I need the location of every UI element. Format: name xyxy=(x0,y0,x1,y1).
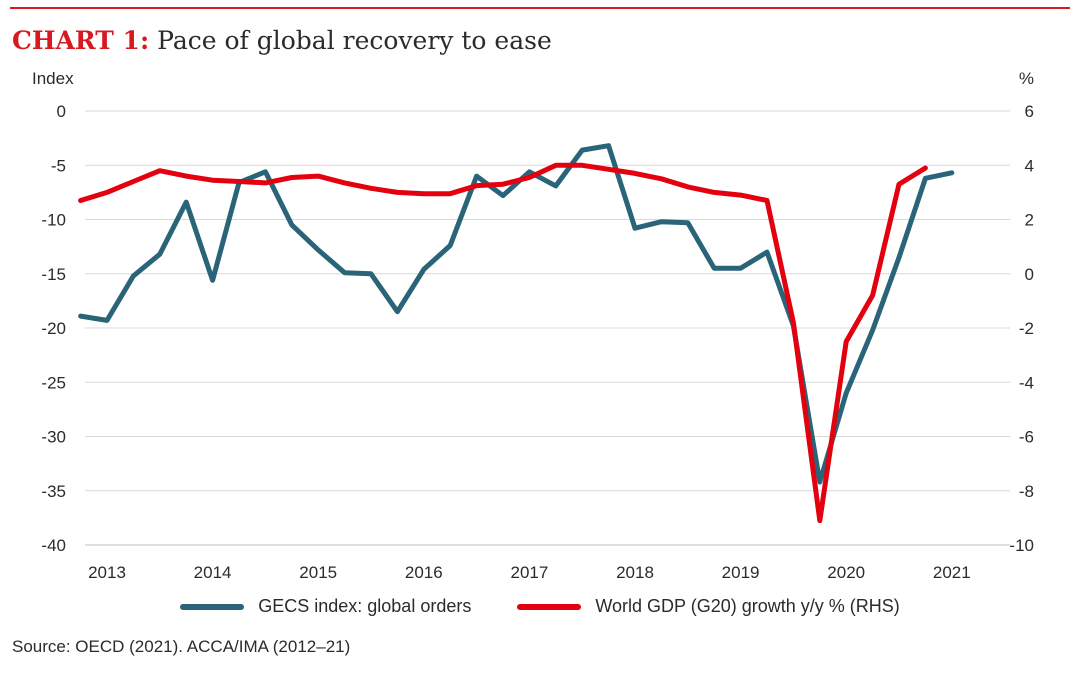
left-tick-label: -40 xyxy=(41,536,66,555)
right-tick-label: -6 xyxy=(1019,428,1034,447)
right-tick-label: -8 xyxy=(1019,482,1034,501)
x-tick-label: 2014 xyxy=(194,563,232,582)
legend-label-gecs: GECS index: global orders xyxy=(258,596,472,616)
left-tick-label: -25 xyxy=(41,373,66,392)
right-tick-label: -4 xyxy=(1019,373,1034,392)
legend-item-gecs: GECS index: global orders xyxy=(180,596,471,617)
left-tick-label: 0 xyxy=(57,102,66,121)
right-tick-label: 2 xyxy=(1025,211,1034,230)
top-rule xyxy=(10,7,1070,9)
x-tick-label: 2020 xyxy=(827,563,865,582)
x-tick-label: 2019 xyxy=(722,563,760,582)
left-tick-label: -20 xyxy=(41,319,66,338)
right-tick-label: 4 xyxy=(1025,156,1034,175)
chart-title: CHART 1: Pace of global recovery to ease xyxy=(12,26,552,55)
right-tick-label: -10 xyxy=(1009,536,1034,555)
x-tick-label: 2017 xyxy=(510,563,548,582)
x-tick-label: 2015 xyxy=(299,563,337,582)
series-line-gecs xyxy=(78,143,955,485)
left-tick-label: -30 xyxy=(41,428,66,447)
chart-title-text: Pace of global recovery to ease xyxy=(149,26,552,55)
x-tick-label: 2018 xyxy=(616,563,654,582)
left-tick-label: -10 xyxy=(41,211,66,230)
left-tick-label: -35 xyxy=(41,482,66,501)
right-tick-label: 0 xyxy=(1025,265,1034,284)
x-tick-label: 2016 xyxy=(405,563,443,582)
left-tick-label: -15 xyxy=(41,265,66,284)
right-tick-label: 6 xyxy=(1025,102,1034,121)
legend-item-gdp: World GDP (G20) growth y/y % (RHS) xyxy=(517,596,900,617)
source-note: Source: OECD (2021). ACCA/IMA (2012–21) xyxy=(12,637,351,656)
left-axis-label: Index xyxy=(32,69,74,88)
left-tick-label: -5 xyxy=(51,156,66,175)
right-axis-label: % xyxy=(1019,69,1034,88)
legend-swatch-gecs xyxy=(180,603,245,610)
legend-swatch-gdp xyxy=(517,603,582,610)
legend-label-gdp: World GDP (G20) growth y/y % (RHS) xyxy=(595,596,900,616)
chart-title-label: CHART 1: xyxy=(12,26,150,55)
line-chart: Index % 0 -5 -10 -15 -20 -25 -30 -35 -40 6 4 2 0 -2 -… xyxy=(32,69,1034,582)
x-tick-label: 2021 xyxy=(933,563,971,582)
x-tick-label: 2013 xyxy=(88,563,126,582)
chart-legend: GECS index: global orders World GDP (G20… xyxy=(0,596,1080,617)
right-tick-label: -2 xyxy=(1019,319,1034,338)
series-line-gdp xyxy=(78,162,928,524)
